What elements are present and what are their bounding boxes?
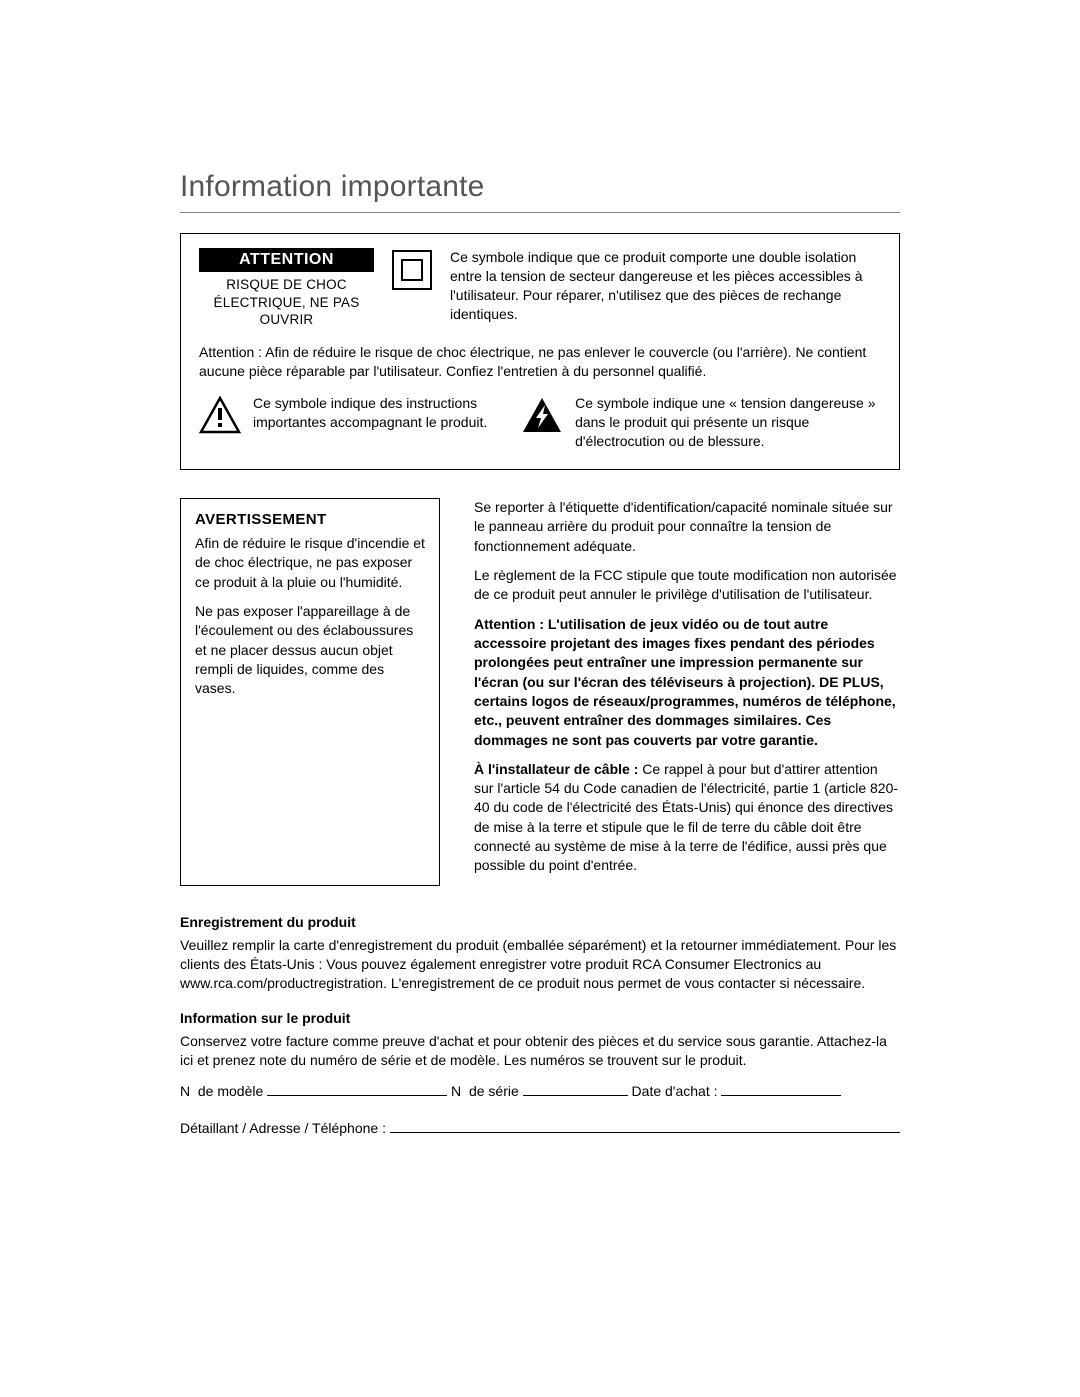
attention-header: ATTENTION [199,248,374,272]
dealer-blank [390,1119,900,1132]
serial-label: N de série [447,1080,522,1102]
form-line-2: Détaillant / Adresse / Téléphone : [180,1117,900,1139]
dealer-label: Détaillant / Adresse / Téléphone : [180,1117,390,1139]
avertissement-p1: Afin de réduire le risque d'incendie et … [195,534,425,592]
double-insulation-icon [392,250,432,295]
model-blank [267,1083,447,1096]
date-label: Date d'achat : [628,1080,722,1102]
model-label: N de modèle [180,1080,267,1102]
warning-top-row: ATTENTION RISQUE DE CHOC ÉLECTRIQUE, NE … [199,248,881,329]
title-rule [180,212,900,213]
bolt-item: Ce symbole indique une « tension dangere… [521,394,881,451]
productinfo-heading: Information sur le produit [180,1010,900,1026]
warning-mid-text: Attention : Afin de réduire le risque de… [199,343,881,381]
avertissement-box: AVERTISSEMENT Afin de réduire le risque … [180,498,440,886]
productinfo-body: Conservez votre facture comme preuve d'a… [180,1032,900,1071]
registration-heading: Enregistrement du produit [180,914,900,930]
exclamation-item: Ce symbole indique des instructions impo… [199,394,499,451]
date-blank [721,1083,841,1096]
bolt-text: Ce symbole indique une « tension dangere… [575,394,881,451]
right-p1: Se reporter à l'étiquette d'identificati… [474,498,900,556]
attention-subtext: RISQUE DE CHOC ÉLECTRIQUE, NE PAS OUVRIR [199,276,374,329]
page: Information importante ATTENTION RISQUE … [0,0,1080,1273]
right-p4-rest: Ce rappel à pour but d'attirer attention… [474,761,898,874]
right-column: Se reporter à l'étiquette d'identificati… [474,498,900,886]
avertissement-p2: Ne pas exposer l'appareillage à de l'éco… [195,602,425,699]
warning-icon-row: Ce symbole indique des instructions impo… [199,394,881,451]
right-p3-bold: Attention : L'utilisation de jeux vidéo … [474,615,900,750]
page-title: Information importante [180,170,900,204]
right-p4-lead: À l'installateur de câble : [474,761,638,777]
double-insulation-text: Ce symbole indique que ce produit compor… [450,248,881,324]
warning-box: ATTENTION RISQUE DE CHOC ÉLECTRIQUE, NE … [180,233,900,470]
exclamation-text: Ce symbole indique des instructions impo… [253,394,499,432]
right-p2: Le règlement de la FCC stipule que toute… [474,566,900,605]
warning-triangle-bolt-icon [521,396,563,434]
right-p4: À l'installateur de câble : Ce rappel à … [474,760,900,876]
form-line-1: N de modèle N de série Date d'achat : [180,1080,900,1102]
registration-body: Veuillez remplir la carte d'enregistreme… [180,936,900,994]
avertissement-title: AVERTISSEMENT [195,511,425,528]
serial-blank [523,1083,628,1096]
warning-triangle-exclamation-icon [199,396,241,434]
attention-block: ATTENTION RISQUE DE CHOC ÉLECTRIQUE, NE … [199,248,374,329]
two-column-section: AVERTISSEMENT Afin de réduire le risque … [180,498,900,886]
